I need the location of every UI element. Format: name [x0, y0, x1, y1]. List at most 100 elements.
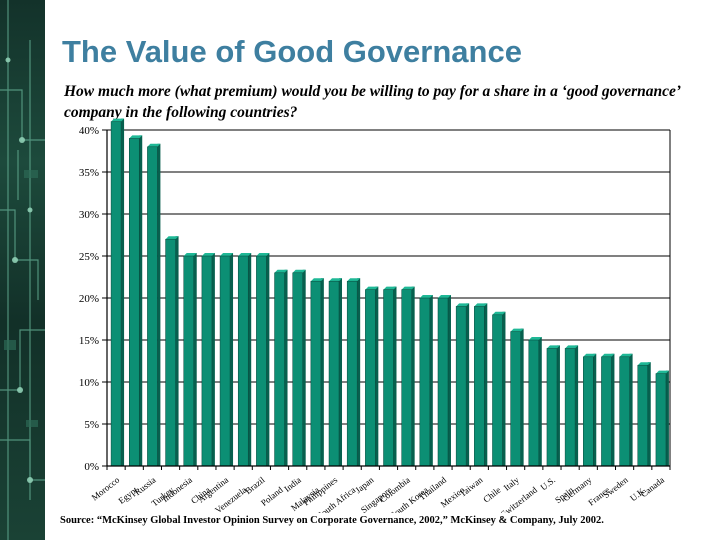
bar — [201, 255, 213, 467]
bar — [365, 289, 376, 467]
bar — [310, 280, 322, 467]
bar-top — [183, 253, 197, 256]
bar-side — [375, 286, 379, 466]
bar-side — [538, 337, 542, 466]
chart-question: How much more (what premium) would you b… — [64, 83, 680, 121]
bar-top — [437, 295, 451, 298]
x-category-label: Taiwan — [458, 474, 485, 498]
bar-side — [248, 253, 252, 466]
bar-side — [357, 278, 361, 466]
bar — [237, 255, 249, 467]
bar-side — [230, 253, 234, 466]
y-tick-label: 15% — [79, 335, 99, 347]
bar-side — [429, 295, 433, 466]
bar-side — [665, 370, 669, 466]
bar — [637, 364, 649, 467]
bar-top — [347, 278, 361, 282]
x-category-label: U.S. — [538, 475, 557, 493]
bar — [474, 306, 485, 467]
bar-top — [583, 353, 597, 357]
bar-side — [339, 278, 343, 466]
bar — [219, 255, 231, 467]
bar-top — [310, 278, 324, 282]
bar-top — [492, 311, 506, 315]
bar-side — [284, 269, 288, 466]
y-tick-label: 5% — [84, 419, 99, 431]
bar-side — [466, 303, 470, 466]
bar — [564, 348, 576, 467]
bar — [274, 272, 285, 467]
y-tick-label: 20% — [79, 293, 99, 305]
bar-top — [238, 253, 252, 256]
y-tick-label: 0% — [84, 461, 99, 473]
y-tick-label: 30% — [79, 209, 99, 221]
bar — [455, 306, 467, 467]
premium-bar-chart: 0% 5% 10% 15% 20% 25% 30% 35% 40% Morocco Egypt Rus… — [55, 118, 685, 521]
bar-side — [611, 353, 615, 466]
bar-top — [129, 135, 143, 139]
bar-side — [647, 362, 651, 466]
chart-canvas: 0%5%10%15%20%25%30%35%40%MoroccoEgyptRus… — [79, 118, 671, 521]
bar-top — [365, 286, 379, 290]
bar-side — [320, 278, 324, 466]
bar — [346, 280, 358, 467]
bar-side — [484, 303, 488, 466]
bar-side — [139, 135, 143, 466]
bar-side — [575, 345, 579, 466]
bar-side — [629, 353, 633, 466]
decorative-circuit-strip — [0, 0, 45, 540]
bar-side — [266, 253, 270, 466]
bar-top — [456, 303, 470, 307]
bar-top — [292, 269, 306, 273]
bar — [328, 280, 340, 467]
x-category-label: Russia — [133, 475, 158, 498]
x-category-label: Chile — [481, 485, 503, 505]
bar-top — [655, 370, 669, 374]
bar — [619, 356, 630, 467]
bar-top — [546, 345, 560, 349]
bar — [655, 373, 667, 467]
bar-top — [619, 353, 633, 357]
bar-top — [528, 337, 542, 340]
bar — [419, 297, 431, 467]
bar — [165, 238, 176, 467]
bar-top — [401, 286, 415, 290]
bar-top — [111, 118, 125, 122]
bar-side — [556, 345, 560, 466]
bar — [183, 255, 194, 467]
bar-top — [147, 143, 161, 147]
bar — [147, 146, 158, 467]
x-category-label: Brazil — [243, 474, 267, 496]
bar-top — [474, 303, 488, 307]
bar-top — [329, 278, 343, 282]
bar — [401, 289, 412, 467]
bar-top — [419, 295, 433, 298]
source-citation: Source: “McKinsey Global Investor Opinio… — [60, 515, 604, 526]
bar-side — [302, 269, 306, 466]
bar-side — [211, 253, 215, 466]
bar-top — [201, 253, 215, 256]
bar-side — [593, 353, 597, 466]
bar-top — [637, 362, 651, 366]
bar — [292, 272, 303, 467]
bar-side — [157, 143, 161, 467]
y-tick-label: 35% — [79, 167, 99, 179]
bar-top — [383, 286, 397, 290]
bar-side — [121, 118, 125, 466]
bar — [601, 356, 612, 467]
slide-title: The Value of Good Governance — [62, 34, 522, 69]
bar-side — [502, 311, 506, 466]
y-tick-label: 25% — [79, 251, 99, 263]
x-category-label: Japan — [353, 474, 376, 495]
bar-side — [193, 253, 197, 466]
bar-side — [393, 286, 397, 466]
bar — [128, 138, 140, 467]
bar — [528, 339, 540, 467]
x-category-label: India — [282, 475, 303, 494]
bar-side — [520, 328, 524, 466]
bar-top — [601, 353, 615, 357]
bar — [546, 348, 558, 467]
bar — [383, 289, 394, 467]
bar-top — [565, 345, 579, 349]
x-category-label: Italy — [502, 474, 522, 492]
